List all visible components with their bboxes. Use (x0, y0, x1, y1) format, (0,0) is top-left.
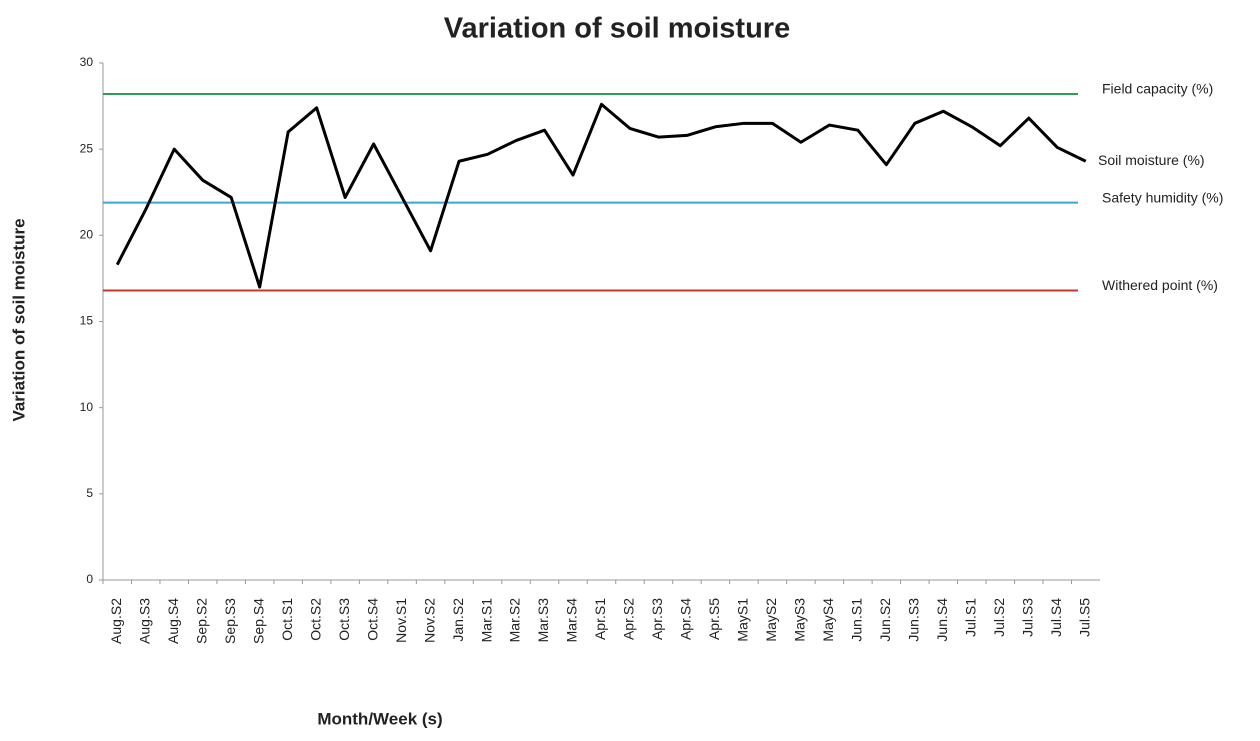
x-tick-label: Jul.S2 (991, 598, 1007, 637)
data-line (115, 102, 1087, 289)
x-tick-label: Aug.S3 (136, 598, 152, 644)
chart-title: Variation of soil moisture (444, 13, 790, 45)
x-tick-label: Jun.S4 (934, 598, 950, 642)
x-tick-label: MayS1 (735, 598, 751, 642)
x-tick-label: Apr.S4 (678, 598, 694, 640)
x-tick-label: MayS4 (820, 598, 836, 642)
x-tick-label: Jul.S4 (1048, 598, 1064, 637)
x-tick-label: Jul.S1 (963, 598, 979, 637)
y-tick-label: 15 (80, 314, 94, 328)
x-tick-label: Mar.S4 (564, 598, 580, 643)
x-tick-label: MayS2 (763, 598, 779, 642)
x-tick-label: Aug.S2 (108, 598, 124, 644)
y-tick-label: 20 (80, 228, 94, 242)
y-tick-label: 10 (80, 400, 94, 414)
x-tick-label: Jul.S3 (1019, 598, 1035, 637)
y-tick-label: 0 (86, 572, 93, 586)
x-tick-label: Apr.S2 (621, 598, 637, 640)
reference-label: Withered point (%) (1102, 277, 1218, 293)
y-tick-label: 25 (80, 141, 94, 155)
x-tick-label: Jul.S5 (1076, 598, 1092, 637)
x-tick-label: Sep.S3 (222, 598, 238, 644)
x-tick-label: Mar.S2 (507, 598, 523, 643)
y-tick-label: 5 (86, 486, 93, 500)
reference-label: Field capacity (%) (1102, 81, 1213, 97)
x-tick-label: Oct.S4 (364, 598, 380, 641)
x-tick-label: Jan.S2 (450, 598, 466, 642)
x-tick-label: Mar.S3 (535, 598, 551, 643)
y-axis-label: Variation of soil moisture (9, 218, 28, 421)
x-tick-label: Mar.S1 (478, 598, 494, 643)
x-tick-label: Apr.S5 (706, 598, 722, 640)
x-tick-label: MayS3 (792, 598, 808, 642)
y-tick-label: 30 (80, 55, 94, 69)
x-tick-label: Oct.S1 (279, 598, 295, 641)
x-tick-label: Sep.S2 (193, 598, 209, 644)
x-tick-label: Oct.S3 (336, 598, 352, 641)
x-tick-label: Apr.S1 (592, 598, 608, 640)
x-tick-label: Apr.S3 (649, 598, 665, 640)
x-tick-label: Nov.S1 (393, 598, 409, 643)
x-tick-label: Oct.S2 (307, 598, 323, 641)
x-axis-label: Month/Week (s) (317, 709, 442, 728)
reference-label: Safety humidity (%) (1102, 189, 1223, 205)
x-tick-label: Jun.S3 (906, 598, 922, 642)
legend-label: Soil moisture (%) (1098, 152, 1205, 168)
x-tick-label: Jun.S2 (877, 598, 893, 642)
x-tick-label: Sep.S4 (250, 598, 266, 644)
x-tick-label: Aug.S4 (165, 598, 181, 644)
x-tick-label: Nov.S2 (421, 598, 437, 643)
x-tick-label: Jun.S1 (849, 598, 865, 642)
